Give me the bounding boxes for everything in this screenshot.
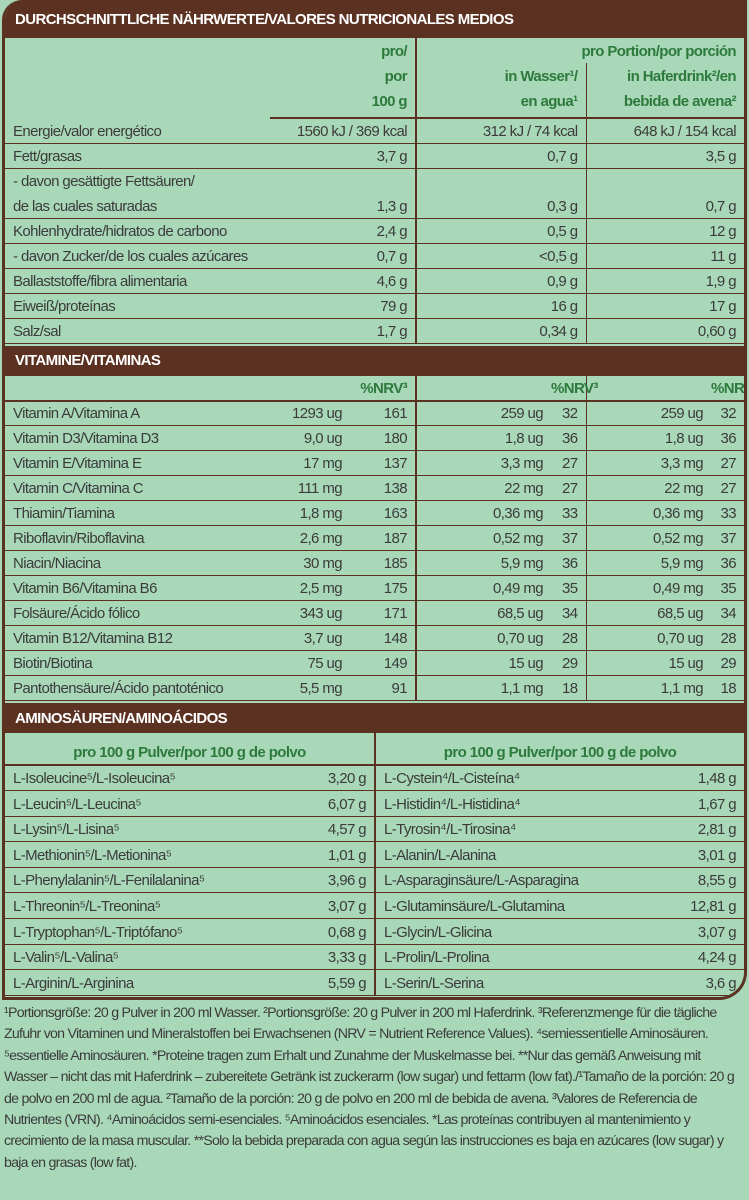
nutrition-row: Fett/grasas 3,7 g 0,7 g 3,5 g [5,143,744,169]
nutrition-row: - davon gesättigte Fettsäuren/ [5,168,744,193]
vitamin-row: Vitamin B12/Vitamina B12 3,7 ug 148 0,70 ug… [5,625,744,651]
vitamin-row: Folsäure/Ácido fólico 343 ug 171 68,5 ug 34 6… [5,600,744,626]
nutrition-row: Salz/sal 1,7 g 0,34 g 0,60 g [5,318,744,344]
vitamin-row: Pantothensäure/Ácido pantoténico 5,5 mg 91… [5,675,744,701]
nutrition-header-row: pro/por 100 g pro Portion/por porción [5,38,744,119]
col-portion: pro Portion/por porción [415,38,744,63]
vitamin-row: Vitamin A/Vitamina A 1293 ug 161 259 ug 32 25… [5,400,744,426]
nutrition-row: Energie/valor energético 1560 kJ / 369 kc… [5,118,744,144]
amino-row: L-Phenylalanin⁵/L-Fenilalanina⁵ 3,96 g L-A… [5,867,744,894]
amino-row: L-Arginin/L-Arginina 5,59 g L-Serin/L-Seri… [5,969,744,996]
amino-row: L-Valin⁵/L-Valina⁵ 3,33 g L-Prolin/L-Proli… [5,944,744,971]
vitamins-header-row: %NRV³ %NRV³ %NRV³ [5,375,744,402]
amino-row: L-Isoleucine⁵/L-Isoleucina⁵ 3,20 g L-Cyste… [5,765,744,792]
amino-row: L-Tryptophan⁵/L-Triptófano⁵ 0,68 g L-Glyci… [5,918,744,945]
vitamin-row: Vitamin D3/Vitamina D3 9,0 ug 180 1,8 ug 36 1… [5,425,744,451]
amino-row: L-Methionin⁵/L-Metionina⁵ 1,01 g L-Alanin/… [5,841,744,868]
amino-table: pro 100 g Pulver/por 100 g de polvo pro … [5,733,744,996]
vitamins-table: %NRV³ %NRV³ %NRV³ Vitamin A/Vitamina A12… [5,375,744,701]
vitamins-title: VITAMINE/VITAMINAS [5,345,744,376]
col-100g: pro/por 100 g [270,38,416,119]
nutrition-label: DURCHSCHNITTLICHE NÄHRWERTE/VALORES NUTR… [2,0,747,1000]
nutrition-row: Kohlenhydrate/hidratos de carbono 2,4 g 0,… [5,218,744,244]
vitamin-row: Vitamin B6/Vitamina B6 2,5 mg 175 0,49 mg 35… [5,575,744,601]
nutrition-title: DURCHSCHNITTLICHE NÄHRWERTE/VALORES NUTR… [5,0,744,38]
amino-header-row: pro 100 g Pulver/por 100 g de polvo pro … [5,733,744,766]
amino-row: L-Leucin⁵/L-Leucina⁵ 6,07 g L-Histidin⁴/L-… [5,790,744,817]
vitamin-row: Niacin/Niacina 30 mg 185 5,9 mg 36 5,9 mg 36 [5,550,744,576]
vitamin-row: Thiamin/Tiamina 1,8 mg 163 0,36 mg 33 0,36 mg… [5,500,744,526]
vitamin-row: Riboflavin/Riboflavina 2,6 mg 187 0,52 mg 37… [5,525,744,551]
amino-row: L-Threonin⁵/L-Treonina⁵ 3,07 g L-Glutamins… [5,892,744,920]
vitamin-row: Vitamin E/Vitamina E 17 mg 137 3,3 mg 27 3,3 … [5,450,744,476]
nutrition-row: Eiweiß/proteínas 79 g 16 g 17 g [5,293,744,319]
col-oat: in Haferdrink²/en bebida de avena² [585,63,744,119]
nutrition-row-cont: de las cuales saturadas 1,3 g 0,3 g 0,7 g [5,193,744,219]
footnotes: ¹Portionsgröße: 20 g Pulver in 200 ml Wa… [4,1005,735,1171]
vitamin-row: Vitamin C/Vitamina C 111 mg 138 22 mg 27 22 m… [5,475,744,501]
nutrition-table: pro/por 100 g pro Portion/por porción in … [5,38,744,344]
amino-title: AMINOSÄUREN/AMINOÁCIDOS [5,703,744,733]
nutrition-row: - davon Zucker/de los cuales azúcares 0,7… [5,243,744,269]
nutrition-row: Ballaststoffe/fibra alimentaria 4,6 g 0,9 … [5,268,744,294]
col-water: in Wasser¹/en agua¹ [415,63,586,119]
amino-row: L-Lysin⁵/L-Lisina⁵ 4,57 g L-Tyrosin⁴/L-Tir… [5,816,744,843]
vitamin-row: Biotin/Biotina 75 ug 149 15 ug 29 15 ug 29 [5,650,744,676]
